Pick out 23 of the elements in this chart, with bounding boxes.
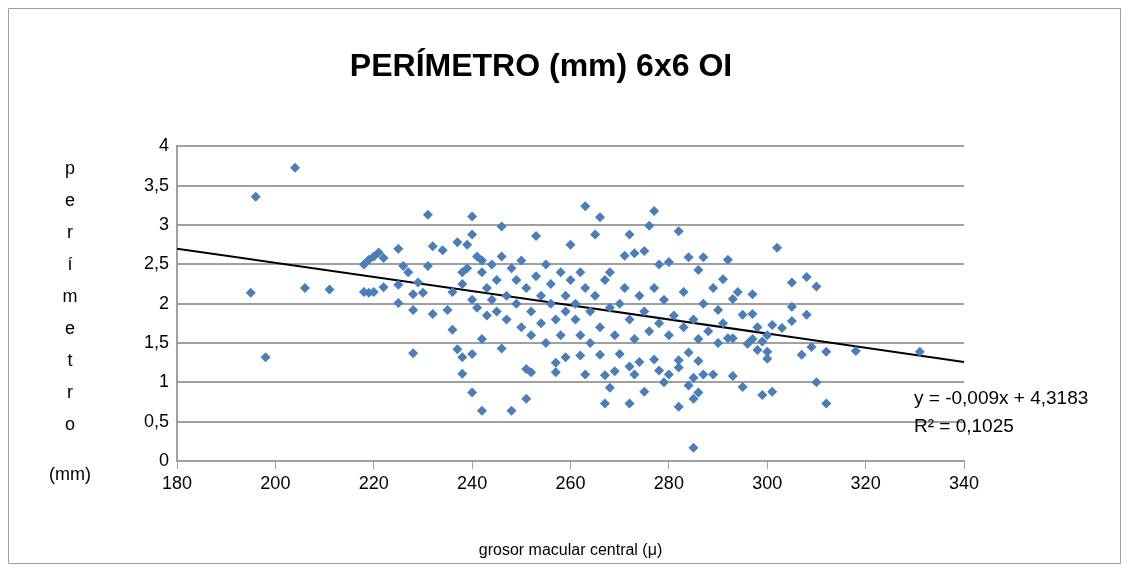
y-tick-label: 2,5 <box>143 253 169 274</box>
annotation: y = -0,009x + 4,3183 <box>914 387 1089 409</box>
x-tick-label: 300 <box>752 472 783 493</box>
x-axis-title: grosor macular central (μ) <box>478 540 663 558</box>
x-tick-label: 240 <box>457 472 488 493</box>
x-tick-label: 320 <box>850 472 881 493</box>
y-tick-label: 1 <box>158 371 169 392</box>
x-tick-label: 260 <box>555 472 586 493</box>
x-tick-label: 340 <box>948 472 980 493</box>
y-tick-label: 0,5 <box>143 410 169 431</box>
y-tick-label: 2 <box>158 292 169 313</box>
x-tick-label: 220 <box>358 472 389 493</box>
y-axis-title: perímetro (mm) <box>49 158 91 485</box>
y-tick-label: 0 <box>158 449 169 470</box>
x-tick-label: 280 <box>653 472 684 493</box>
y-tick-label: 1,5 <box>143 331 169 352</box>
x-tick-label: 180 <box>161 472 193 493</box>
x-tick-label: 200 <box>260 472 291 493</box>
y-tick-label: 3 <box>158 214 169 235</box>
chart-title: PERÍMETRO (mm) 6x6 OI <box>349 47 733 84</box>
y-tick-label: 3,5 <box>143 174 169 195</box>
annotation: R² = 0,1025 <box>914 415 1014 437</box>
y-tick-label: 4 <box>158 135 169 156</box>
